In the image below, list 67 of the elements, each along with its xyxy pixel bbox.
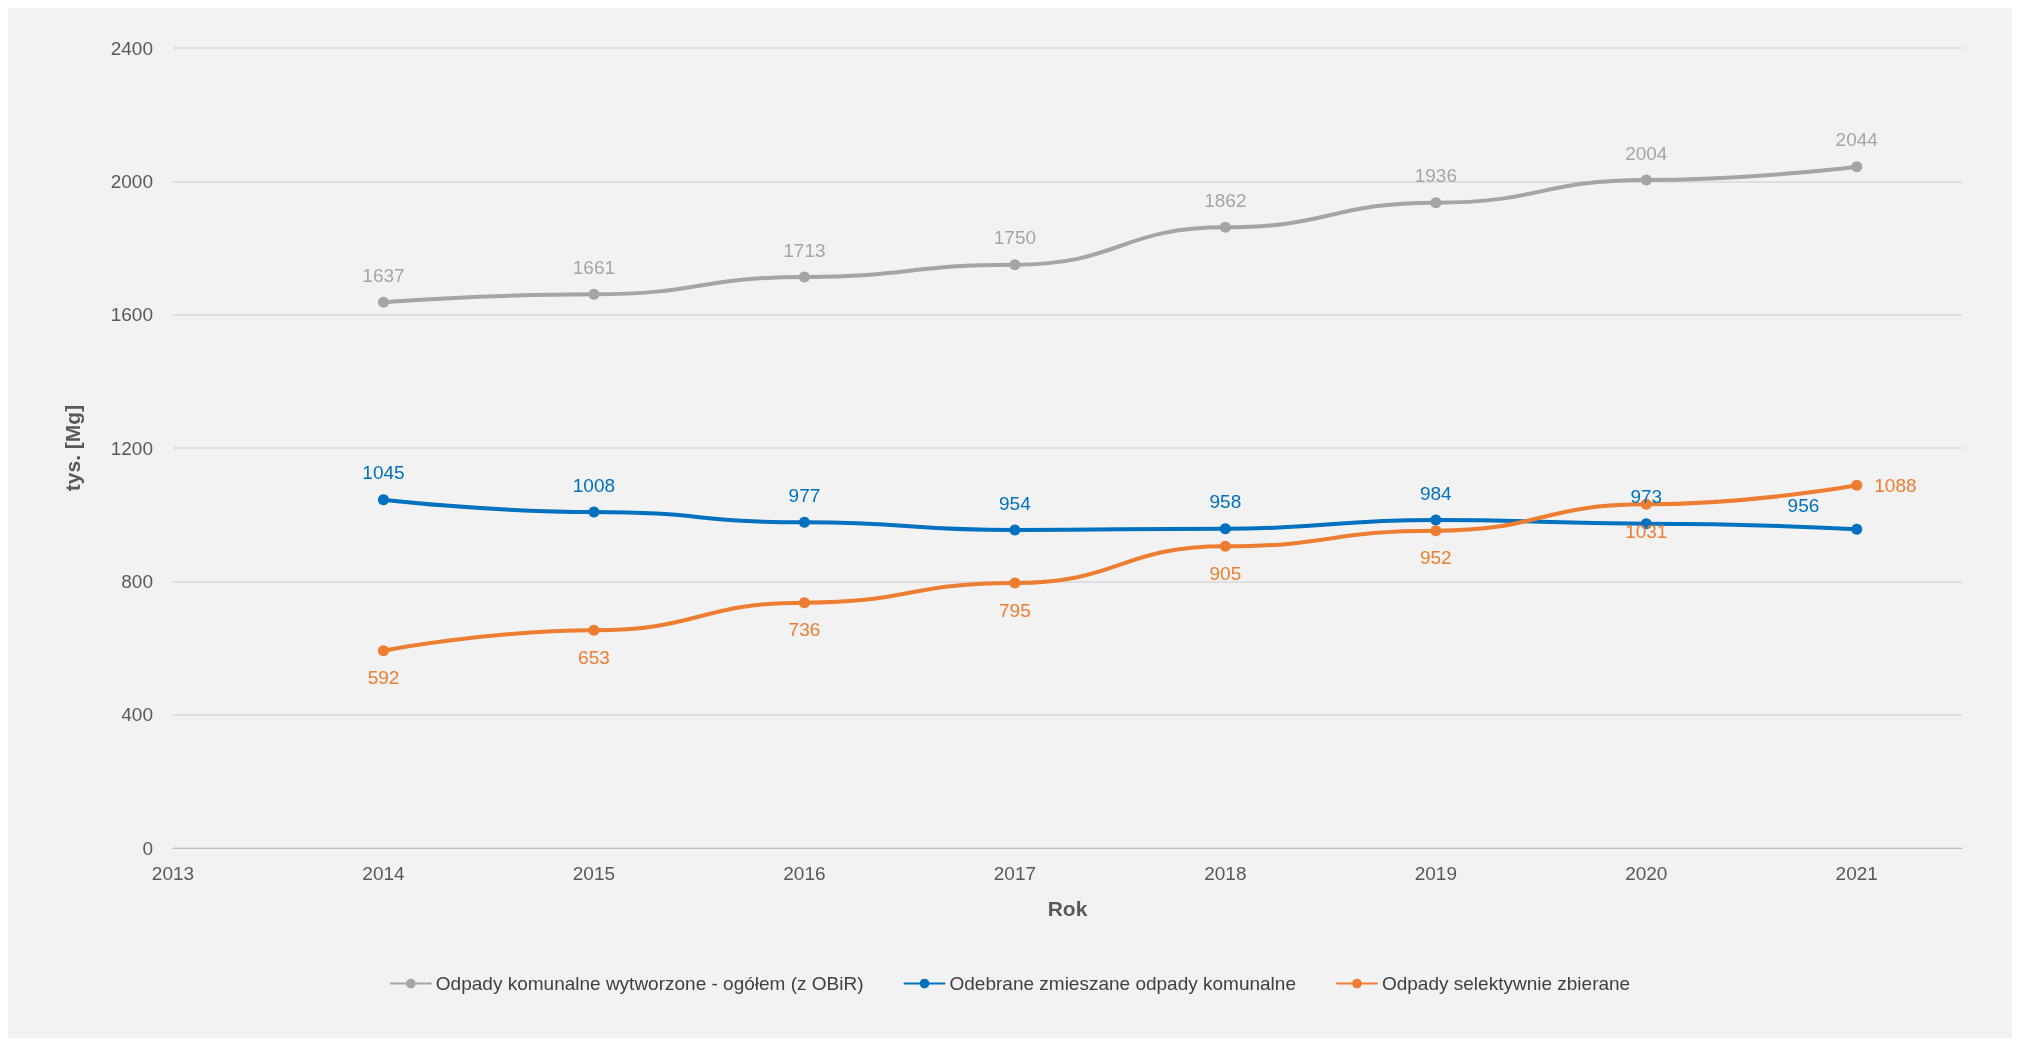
data-label: 1750 — [993, 227, 1037, 249]
x-tick-label: 2021 — [1835, 863, 1878, 884]
point — [377, 494, 389, 506]
point — [588, 506, 600, 518]
data-label: 973 — [1630, 486, 1663, 508]
point — [798, 597, 810, 609]
y-axis-title: tys. [Mg] — [61, 404, 84, 492]
data-label: 905 — [1209, 562, 1242, 584]
data-label: 2004 — [1625, 142, 1668, 164]
point — [1430, 514, 1442, 526]
legend-label: Odebrane zmieszane odpady komunalne — [949, 973, 1296, 994]
point — [377, 645, 389, 657]
point — [1851, 161, 1863, 173]
x-axis-title: Rok — [1047, 897, 1088, 920]
y-tick-label: 800 — [121, 570, 153, 592]
point — [1219, 523, 1231, 535]
data-label: 1045 — [362, 462, 405, 484]
data-label: 958 — [1209, 491, 1242, 513]
x-tick-label: 2013 — [151, 863, 195, 884]
x-tick-label: 2015 — [572, 863, 616, 884]
y-tick-label: 1200 — [110, 437, 153, 459]
data-label: 795 — [999, 599, 1031, 621]
data-label: 1661 — [572, 256, 616, 278]
y-tick-label: 2000 — [110, 170, 153, 192]
data-label: 1008 — [572, 474, 616, 496]
point — [1009, 577, 1021, 589]
y-tick-label: 400 — [121, 704, 153, 726]
data-label: 952 — [1419, 547, 1452, 569]
point — [1219, 540, 1231, 552]
data-label: 1936 — [1414, 165, 1457, 187]
point — [1430, 197, 1442, 209]
data-label: 1637 — [362, 264, 405, 286]
point — [1430, 525, 1442, 537]
point — [1009, 524, 1021, 536]
y-tick-label: 0 — [142, 837, 153, 859]
point — [1851, 479, 1863, 491]
x-tick-label: 2017 — [993, 863, 1037, 884]
data-label: 956 — [1787, 494, 1820, 516]
point — [798, 271, 810, 283]
data-label: 1031 — [1625, 520, 1668, 542]
point — [1009, 259, 1021, 271]
x-tick-label: 2019 — [1414, 863, 1457, 884]
x-tick-label: 2018 — [1204, 863, 1247, 884]
point — [377, 296, 389, 308]
legend-label: Odpady selektywnie zbierane — [1381, 973, 1631, 994]
x-tick-label: 2020 — [1625, 863, 1668, 884]
data-label: 2044 — [1835, 129, 1879, 151]
data-label: 592 — [367, 667, 400, 689]
point — [588, 288, 600, 300]
data-label: 1862 — [1204, 189, 1247, 211]
data-label: 954 — [999, 492, 1032, 514]
point — [588, 624, 600, 636]
point — [798, 516, 810, 528]
point — [1219, 221, 1231, 233]
x-tick-label: 2016 — [783, 863, 826, 884]
y-tick-label: 1600 — [110, 304, 153, 326]
x-tick-label: 2014 — [362, 863, 406, 884]
data-label: 977 — [788, 484, 821, 506]
y-tick-label: 2400 — [110, 37, 153, 59]
data-label: 1088 — [1874, 474, 1917, 496]
data-label: 1713 — [783, 239, 826, 261]
point — [1851, 523, 1863, 535]
data-label: 736 — [788, 619, 821, 641]
data-label: 984 — [1419, 482, 1453, 504]
legend-label: Odpady komunalne wytworzone - ogółem (z OBiR) — [435, 973, 864, 994]
data-label: 653 — [578, 646, 610, 668]
point — [1640, 174, 1652, 186]
